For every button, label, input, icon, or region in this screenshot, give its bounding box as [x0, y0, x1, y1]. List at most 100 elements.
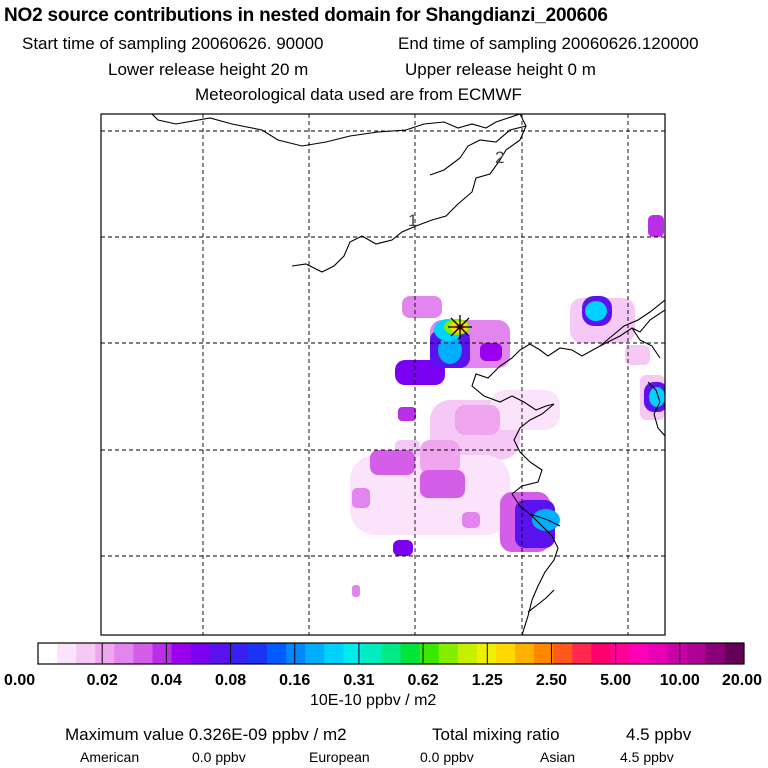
- cell-core: [585, 301, 607, 321]
- european-label: European: [309, 749, 370, 765]
- map-grid: [101, 114, 665, 635]
- cell-strong: [480, 343, 502, 361]
- colorbar-cell: [724, 643, 745, 664]
- colorbar-cell: [476, 643, 497, 664]
- colorbar-tick-label: 0.04: [151, 672, 182, 689]
- colorbar-cell: [457, 643, 478, 664]
- colorbar-tick-label: 5.00: [600, 672, 631, 689]
- meteorological-data: Meteorological data used are from ECMWF: [195, 85, 522, 104]
- colorbar-cell: [305, 643, 325, 664]
- colorbar-cell: [553, 643, 573, 664]
- colorbar-tick-label: 10.00: [660, 672, 700, 689]
- korea-south: [647, 381, 665, 437]
- colorbar-cell: [419, 643, 440, 664]
- colorbar-cell: [438, 643, 459, 664]
- colorbar-unit: 10E-10 ppbv / m2: [310, 692, 437, 709]
- cell-medium: [352, 585, 360, 597]
- cell-medium: [462, 512, 480, 528]
- cell-medium: [648, 215, 664, 237]
- cell-medium: [370, 450, 415, 475]
- colorbar-tick-label: 0.31: [343, 672, 374, 689]
- cell-medium: [402, 296, 442, 318]
- colorbar-tick-label: 2.50: [536, 672, 567, 689]
- river-mouth: [529, 513, 561, 527]
- colorbar-cell: [228, 643, 249, 664]
- cell-strong: [393, 540, 413, 556]
- colorbar-frame: [37, 642, 745, 665]
- colorbar-cell: [133, 643, 153, 664]
- colorbar-cell: [362, 643, 382, 664]
- colorbar-cell: [343, 643, 363, 664]
- northern-border: [151, 114, 521, 147]
- coast-detail: [527, 589, 555, 613]
- map-background: [101, 114, 665, 635]
- colorbar-cell: [610, 643, 630, 664]
- cell-light: [490, 390, 560, 430]
- american-value: 0.0 ppbv: [192, 749, 246, 765]
- colorbar-cell: [381, 643, 401, 664]
- colorbar-cell: [266, 643, 287, 664]
- colorbar-cell: [38, 643, 58, 664]
- colorbar-cell: [324, 643, 344, 664]
- colorbar-tick-label: 0.16: [279, 672, 310, 689]
- colorbar-cell: [286, 643, 306, 664]
- cell-strong: [395, 360, 445, 385]
- colorbar-tick-label: 0.62: [408, 672, 439, 689]
- korea-coast: [599, 299, 665, 347]
- cell-medium: [420, 440, 460, 475]
- colorbar-tick-label: 0.08: [215, 672, 246, 689]
- cell-light: [625, 345, 650, 365]
- colorbar-cell: [152, 643, 172, 664]
- colorbar-cell: [667, 643, 688, 664]
- total-mixing-ratio-label: Total mixing ratio: [432, 725, 560, 744]
- colorbar-tick-label: 20.00: [722, 672, 762, 689]
- colorbar-cell: [95, 643, 115, 664]
- colorbar-cell: [57, 643, 77, 664]
- cell-medium: [420, 470, 465, 498]
- colorbar-cell: [705, 643, 726, 664]
- map-frame: [100, 113, 666, 636]
- colorbar-cell: [400, 643, 421, 664]
- region-label-1: 1: [408, 211, 417, 230]
- colorbar-cell: [572, 643, 592, 664]
- end-time: End time of sampling 20060626.120000: [398, 34, 699, 53]
- cell-medium: [352, 488, 370, 508]
- colorbar-cell: [190, 643, 211, 664]
- american-label: American: [80, 749, 140, 765]
- korea-inner: [631, 327, 661, 359]
- receptor-star-icon: [448, 315, 472, 339]
- mongolia-border: [291, 114, 527, 273]
- cell-core: [532, 509, 560, 531]
- lower-release-height: Lower release height 20 m: [108, 60, 309, 79]
- coastlines: [151, 114, 665, 635]
- colorbar-tick-label: 0.02: [87, 672, 118, 689]
- shandong-coast: [511, 403, 555, 495]
- colorbar-cell: [686, 643, 707, 664]
- european-value: 0.0 ppbv: [420, 749, 474, 765]
- colorbar-cell: [76, 643, 96, 664]
- colorbar-tick-label: 1.25: [472, 672, 503, 689]
- concentration-field: [350, 215, 665, 597]
- asian-label: Asian: [540, 749, 576, 765]
- asian-value: 4.5 ppbv: [620, 749, 674, 765]
- cell-core: [649, 387, 665, 407]
- colorbar-cell: [114, 643, 134, 664]
- colorbar-tick-label: 0.00: [4, 672, 35, 689]
- colorbar-cell: [629, 643, 649, 664]
- colorbar-cell: [171, 643, 192, 664]
- chart-title: NO2 source contributions in nested domai…: [4, 5, 608, 26]
- start-time: Start time of sampling 20060626. 90000: [22, 34, 324, 53]
- cell-medium: [398, 407, 416, 421]
- colorbar-cell: [209, 643, 230, 664]
- maximum-value: Maximum value 0.326E-09 ppbv / m2: [65, 725, 347, 744]
- colorbar-cell: [247, 643, 268, 664]
- colorbar-cell: [515, 643, 535, 664]
- upper-release-height: Upper release height 0 m: [405, 60, 596, 79]
- colorbar-cell: [534, 643, 554, 664]
- colorbar-cell: [591, 643, 611, 664]
- cell-medium: [455, 405, 500, 435]
- region-label-2: 2: [495, 148, 504, 167]
- total-mixing-ratio-value: 4.5 ppbv: [626, 725, 692, 744]
- bohai-coast: [471, 309, 665, 411]
